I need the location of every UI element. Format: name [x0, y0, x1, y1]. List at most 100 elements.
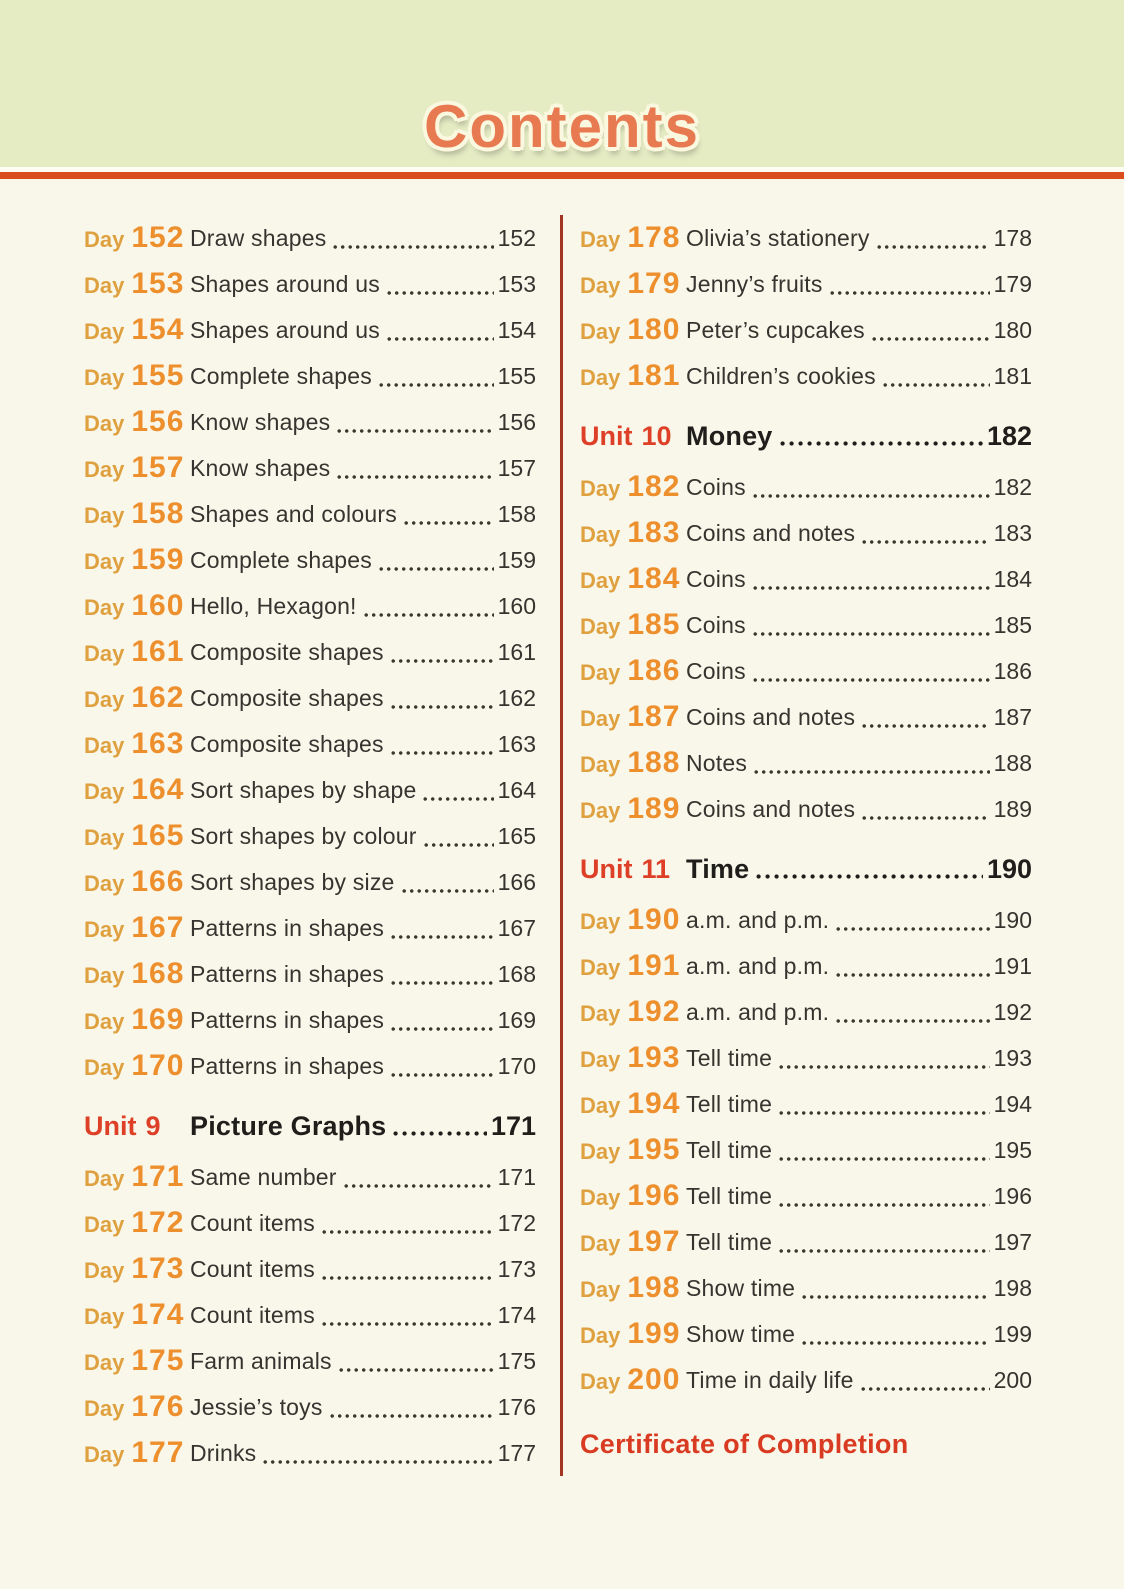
entry-number: 195 [627, 1133, 681, 1166]
toc-entry: Day 177 Drinks 177 [84, 1430, 536, 1476]
entry-label: Day 187 [580, 700, 686, 734]
entry-label: Day 176 [84, 1390, 190, 1424]
toc-entry: Day 182 Coins 182 [580, 464, 1032, 510]
entry-title: Time in daily life [686, 1366, 854, 1393]
entry-number: 10 [641, 420, 672, 451]
dot-leader [836, 972, 990, 978]
dot-leader [321, 1275, 494, 1281]
entry-number: 174 [131, 1298, 185, 1331]
entry-title: Coins and notes [686, 703, 856, 730]
toc-entry: Day 153 Shapes around us 153 [84, 261, 536, 307]
entry-number: 189 [627, 792, 681, 825]
entry-page-number: 184 [993, 565, 1032, 592]
entry-title: Patterns in shapes [190, 914, 385, 941]
entry-title: a.m. and p.m. [686, 906, 830, 933]
dot-leader [752, 677, 990, 683]
entry-page-number: 153 [497, 270, 536, 297]
entry-label: Day 193 [580, 1041, 686, 1075]
header-rule-highlight [0, 167, 1124, 172]
toc-entry: Day 156 Know shapes 156 [84, 399, 536, 445]
entry-label: Day 155 [84, 359, 190, 393]
entry-kind-label: Day [580, 1047, 621, 1072]
entry-label: Day 177 [84, 1436, 190, 1470]
entry-kind-label: Day [84, 1009, 125, 1034]
entry-page-number: 171 [497, 1163, 536, 1190]
entry-number: 165 [131, 819, 185, 852]
toc-entry: Day 154 Shapes around us 154 [84, 307, 536, 353]
dot-leader [876, 244, 990, 250]
entry-page-number: 187 [993, 703, 1032, 730]
toc-entry: Day 191 a.m. and p.m. 191 [580, 943, 1032, 989]
entry-number: 164 [131, 773, 185, 806]
dot-leader [379, 382, 494, 388]
toc-entry: Day 192 a.m. and p.m. 192 [580, 989, 1032, 1035]
entry-page-number: 183 [993, 519, 1032, 546]
entry-page-number: 158 [497, 500, 536, 527]
entry-label: Day 183 [580, 516, 686, 550]
entry-title: Picture Graphs [190, 1110, 387, 1141]
entry-title: Tell time [686, 1044, 773, 1071]
entry-number: 163 [131, 727, 185, 760]
entry-kind-label: Day [580, 798, 621, 823]
dot-leader [754, 769, 990, 775]
dot-leader [343, 1183, 494, 1189]
entry-label: Day 182 [580, 470, 686, 504]
entry-number: 154 [131, 313, 185, 346]
toc-entry: Day 155 Complete shapes 155 [84, 353, 536, 399]
entry-label: Day 200 [580, 1363, 686, 1397]
toc-entry: Day 180 Peter’s cupcakes 180 [580, 307, 1032, 353]
entry-page-number: 173 [497, 1255, 536, 1282]
entry-kind-label: Day [580, 955, 621, 980]
entry-label: Day 175 [84, 1344, 190, 1378]
dot-leader [390, 658, 494, 664]
entry-title: Notes [686, 749, 748, 776]
entry-title: Know shapes [190, 454, 331, 481]
entry-title: Drinks [190, 1439, 257, 1466]
entry-kind-label: Day [580, 660, 621, 685]
entry-title: Know shapes [190, 408, 331, 435]
entry-kind-label: Day [580, 319, 621, 344]
entry-page-number: 188 [993, 749, 1032, 776]
entry-kind-label: Day [84, 1258, 125, 1283]
entry-title: Coins [686, 565, 746, 592]
toc-entry: Day 183 Coins and notes 183 [580, 510, 1032, 556]
entry-title: Patterns in shapes [190, 1006, 385, 1033]
dot-leader [779, 1202, 990, 1208]
entry-page-number: 160 [497, 592, 536, 619]
entry-number: 159 [131, 543, 185, 576]
dot-leader [871, 336, 990, 342]
entry-number: 9 [145, 1110, 161, 1141]
entry-title: Tell time [686, 1228, 773, 1255]
toc-entry: Day 152 Draw shapes 152 [84, 215, 536, 261]
entry-kind-label: Day [580, 273, 621, 298]
entry-label: Day 162 [84, 681, 190, 715]
entry-label: Day 195 [580, 1133, 686, 1167]
entry-label: Day 186 [580, 654, 686, 688]
entry-page-number: 177 [497, 1439, 536, 1466]
entry-kind-label: Day [84, 503, 125, 528]
entry-number: 171 [131, 1160, 185, 1193]
entry-label: Day 198 [580, 1271, 686, 1305]
entry-kind-label: Day [580, 365, 621, 390]
entry-number: 170 [131, 1049, 185, 1082]
toc-entry: Day 185 Coins 185 [580, 602, 1032, 648]
entry-title: Composite shapes [190, 730, 384, 757]
entry-number: 187 [627, 700, 681, 733]
dot-leader [333, 244, 494, 250]
dot-leader [263, 1459, 494, 1465]
entry-kind-label: Day [84, 1304, 125, 1329]
dot-leader [393, 1130, 487, 1137]
entry-page-number: 182 [993, 473, 1032, 500]
entry-label: Day 167 [84, 911, 190, 945]
entry-label: Day 161 [84, 635, 190, 669]
entry-number: 198 [627, 1271, 681, 1304]
entry-title: Complete shapes [190, 362, 372, 389]
dot-leader [829, 290, 990, 296]
entry-label: Day 174 [84, 1298, 190, 1332]
entry-kind-label: Day [580, 522, 621, 547]
entry-label: Day 188 [580, 746, 686, 780]
entry-label: Day 170 [84, 1049, 190, 1083]
dot-leader [779, 1064, 990, 1070]
entry-number: 188 [627, 746, 681, 779]
entry-title: Coins and notes [686, 519, 856, 546]
